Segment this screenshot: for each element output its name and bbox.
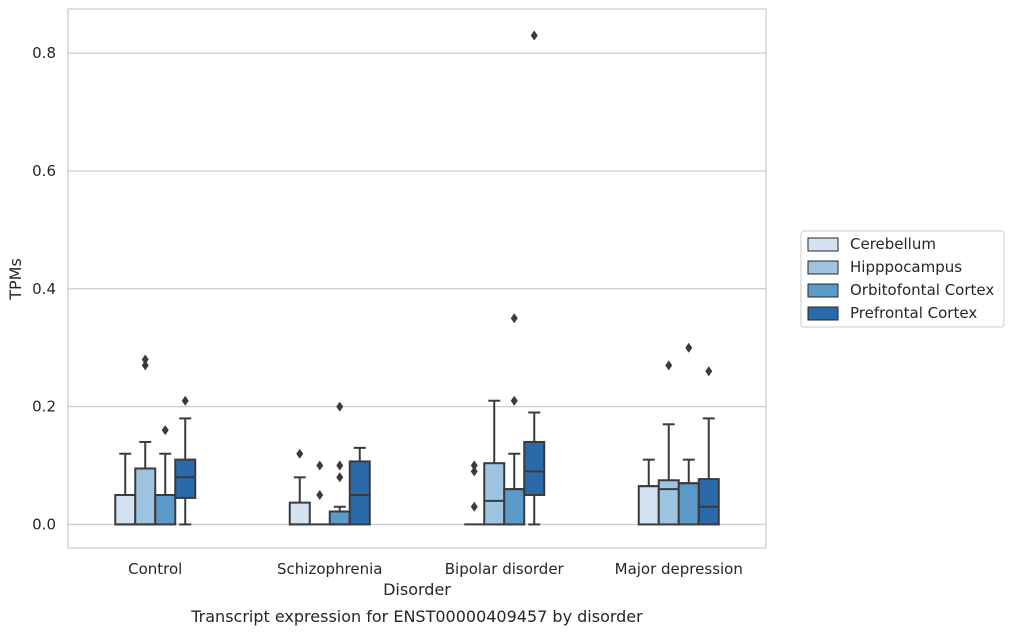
box-cerebellum (114, 452, 137, 526)
legend: Cerebellum Hipppocampus Orbitofontal Corte… (800, 230, 1005, 328)
box-hipppocampus (134, 354, 157, 526)
outlier-point (336, 401, 344, 412)
grid-lines (68, 52, 766, 526)
box-cerebellum (637, 458, 660, 526)
outlier-point (316, 489, 324, 500)
box-orbitofontal-cortex (154, 425, 177, 526)
outlier-point (316, 460, 324, 471)
box-cerebellum (288, 448, 311, 526)
outlier-point (530, 30, 538, 41)
box-iqr (288, 501, 311, 526)
box-iqr (697, 478, 720, 526)
y-tick-label: 0.8 (32, 44, 56, 62)
outlier-point (470, 466, 478, 477)
legend-swatch (807, 306, 839, 321)
box-iqr (328, 510, 351, 526)
y-tick-label: 0.0 (32, 515, 56, 533)
outlier-point (685, 342, 693, 353)
y-tick-label: 0.4 (32, 280, 56, 298)
x-tick-label: Schizophrenia (277, 560, 382, 578)
legend-label: Cerebellum (850, 235, 936, 253)
box-iqr (174, 458, 197, 499)
y-tick-labels: 0.0 0.2 0.4 0.6 0.8 (32, 44, 56, 533)
outlier-point (296, 448, 304, 459)
legend-swatch (807, 237, 839, 252)
box-iqr (637, 485, 660, 526)
box-iqr (348, 460, 371, 526)
box-prefrontal-cortex (697, 366, 720, 526)
outlier-point (141, 360, 149, 371)
outlier-point (510, 313, 518, 324)
x-axis-label: Disorder (383, 580, 451, 599)
box-orbitofontal-cortex (503, 313, 526, 526)
outlier-point (470, 460, 478, 471)
legend-label: Orbitofontal Cortex (850, 281, 994, 299)
legend-label: Prefrontal Cortex (850, 304, 977, 322)
legend-label: Hipppocampus (850, 258, 962, 276)
boxplot-area (114, 30, 720, 526)
box-iqr (657, 479, 680, 526)
outlier-point (141, 354, 149, 365)
outlier-point (181, 395, 189, 406)
outlier-point (336, 460, 344, 471)
box-iqr (677, 482, 700, 526)
outlier-point (161, 425, 169, 436)
outlier-point (510, 395, 518, 406)
legend-swatch (807, 260, 839, 275)
box-iqr (483, 462, 506, 526)
x-tick-label: Control (128, 560, 182, 578)
box-prefrontal-cortex (523, 30, 546, 526)
outlier-point (336, 472, 344, 483)
chart-caption: Transcript expression for ENST0000040945… (190, 607, 643, 626)
y-tick-label: 0.6 (32, 162, 56, 180)
box-orbitofontal-cortex (328, 401, 351, 526)
x-tick-label: Major depression (615, 560, 743, 578)
y-tick-label: 0.2 (32, 398, 56, 416)
outlier-point (470, 501, 478, 512)
outlier-point (705, 366, 713, 377)
box-iqr (154, 493, 177, 526)
legend-swatch (807, 283, 839, 298)
box-iqr (523, 440, 546, 496)
box-prefrontal-cortex (348, 446, 371, 526)
box-hipppocampus (483, 399, 506, 526)
box-iqr (114, 493, 137, 526)
box-cerebellum (464, 460, 485, 526)
box-iqr (134, 467, 157, 526)
box-hipppocampus (657, 360, 680, 526)
plot-frame (67, 8, 767, 549)
box-hipppocampus (309, 460, 330, 526)
outlier-point (665, 360, 673, 371)
legend-frame (800, 230, 1005, 328)
box-orbitofontal-cortex (677, 342, 700, 526)
box-iqr (503, 488, 526, 526)
box-prefrontal-cortex (174, 395, 197, 526)
x-tick-label: Bipolar disorder (445, 560, 565, 578)
y-axis-label: TPMs (6, 258, 25, 301)
x-tick-labels: Control Schizophrenia Bipolar disorder Majo… (128, 560, 743, 578)
